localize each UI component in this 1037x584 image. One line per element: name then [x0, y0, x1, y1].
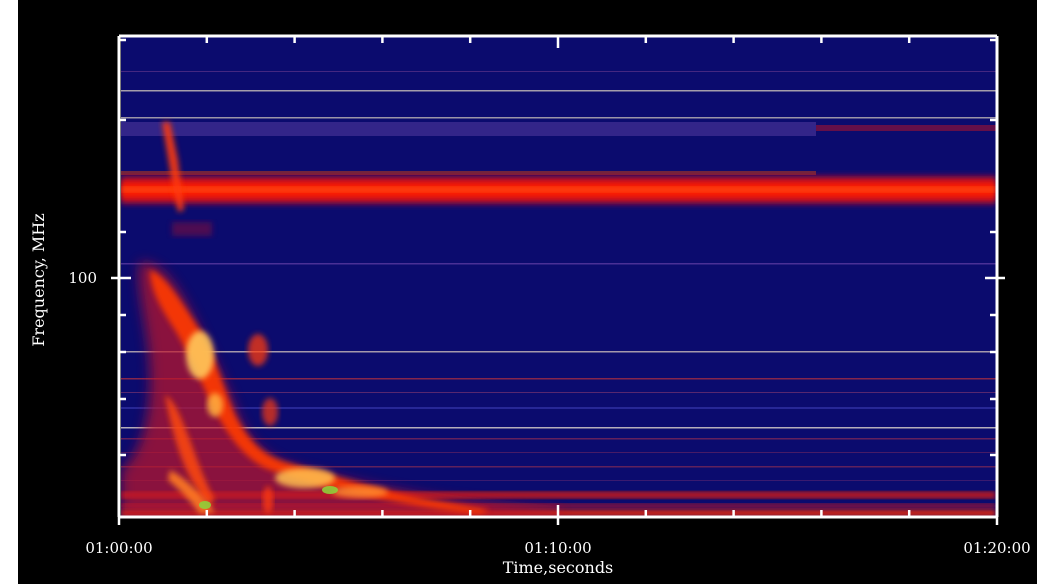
x-axis-title: Time,seconds — [503, 558, 614, 577]
burst-hotspot-1 — [186, 331, 214, 379]
line-1 — [121, 90, 996, 92]
y-tick-label-100: 100 — [68, 269, 97, 287]
persistent-band-highlight — [121, 187, 996, 192]
early-flare — [162, 122, 184, 212]
line-8 — [121, 407, 996, 409]
burst-patch-3 — [263, 486, 273, 514]
green-spot-2 — [322, 486, 338, 494]
dotted-emission-line — [121, 171, 816, 175]
axis-ticks — [111, 36, 1005, 525]
line-13 — [121, 480, 996, 481]
burst-hotspot-4 — [332, 486, 388, 498]
burst-glow — [121, 262, 560, 516]
spectrogram-image — [121, 71, 996, 516]
burst-branch — [165, 395, 215, 505]
line-5 — [121, 351, 996, 353]
line-12 — [121, 466, 996, 468]
plot-area — [121, 37, 996, 516]
line-10 — [121, 438, 996, 440]
noise-band-upper — [121, 122, 816, 136]
line-3 — [121, 71, 996, 72]
x-tick-label-0: 01:00:00 — [85, 539, 152, 557]
line-6 — [121, 378, 996, 380]
green-spot-1 — [199, 501, 211, 509]
line-7 — [121, 392, 996, 393]
x-tick-label-1: 01:10:00 — [524, 539, 591, 557]
tick-labels: 01:00:00 01:10:00 01:20:00 100 — [68, 269, 1030, 557]
burst-patch-2 — [262, 398, 278, 426]
y-axis-title: Frequency, MHz — [29, 213, 48, 346]
burst-patch — [248, 334, 268, 366]
noise-band-upper-right — [816, 125, 996, 131]
burst-hotspot-2 — [207, 393, 223, 417]
low-band-1 — [121, 492, 996, 498]
line-11 — [121, 452, 996, 453]
x-tick-label-2: 01:20:00 — [963, 539, 1030, 557]
line-9 — [121, 427, 996, 429]
line-2 — [121, 117, 996, 119]
early-flare-lower — [172, 222, 212, 236]
burst-core — [150, 270, 490, 514]
line-4 — [121, 263, 996, 265]
burst-hotspot-3 — [275, 468, 335, 488]
